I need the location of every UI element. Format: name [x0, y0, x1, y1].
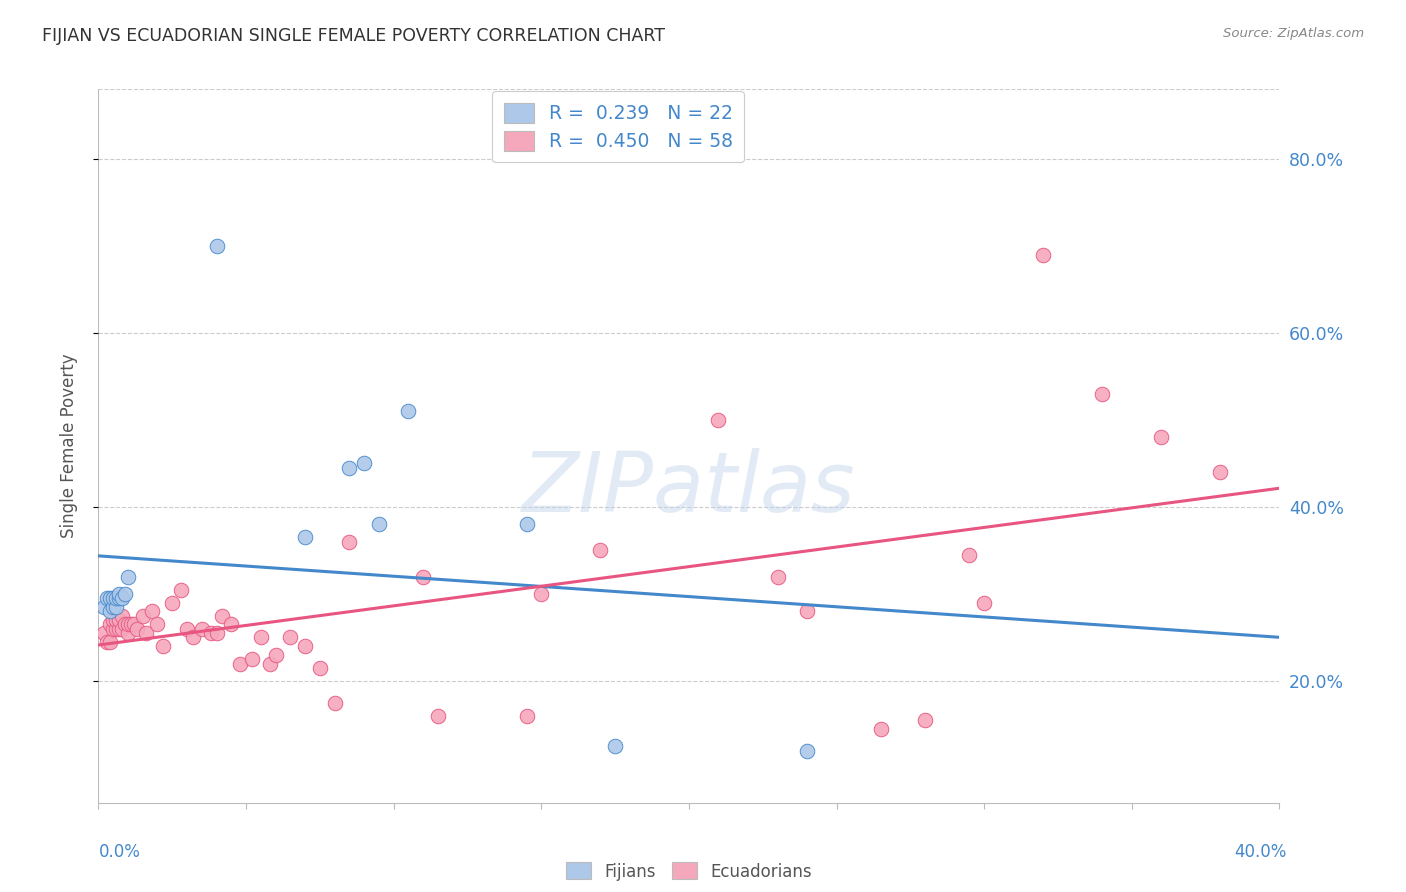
Point	[278, 631, 302, 645]
Point	[1209, 465, 1232, 479]
Point	[114, 587, 136, 601]
Point	[707, 413, 730, 427]
Point	[125, 622, 148, 636]
Point	[530, 587, 553, 601]
Point	[93, 599, 115, 614]
Point	[959, 548, 981, 562]
Point	[108, 622, 131, 636]
Point	[98, 604, 121, 618]
Point	[135, 626, 157, 640]
Point	[200, 626, 222, 640]
Point	[229, 657, 252, 671]
Point	[869, 722, 891, 736]
Point	[170, 582, 193, 597]
Point	[589, 543, 612, 558]
Text: 40.0%: 40.0%	[1234, 843, 1286, 861]
Point	[108, 587, 131, 601]
Point	[162, 596, 183, 610]
Text: ZIPatlas: ZIPatlas	[522, 449, 856, 529]
Point	[264, 648, 287, 662]
Point	[103, 613, 125, 627]
Point	[1032, 247, 1054, 261]
Point	[105, 622, 128, 636]
Point	[96, 591, 118, 606]
Text: 0.0%: 0.0%	[98, 843, 141, 861]
Point	[111, 591, 134, 606]
Point	[294, 530, 316, 544]
Point	[515, 708, 537, 723]
Point	[205, 626, 228, 640]
Point	[766, 569, 789, 583]
Point	[211, 608, 233, 623]
Point	[132, 608, 155, 623]
Text: FIJIAN VS ECUADORIAN SINGLE FEMALE POVERTY CORRELATION CHART: FIJIAN VS ECUADORIAN SINGLE FEMALE POVER…	[42, 27, 665, 45]
Point	[1150, 430, 1173, 444]
Point	[120, 617, 142, 632]
Point	[117, 617, 139, 632]
Point	[114, 617, 136, 632]
Point	[152, 639, 174, 653]
Point	[105, 599, 128, 614]
Point	[103, 622, 125, 636]
Point	[427, 708, 450, 723]
Point	[368, 517, 391, 532]
Point	[108, 591, 131, 606]
Point	[111, 608, 134, 623]
Point	[122, 617, 145, 632]
Point	[105, 591, 128, 606]
Point	[103, 591, 125, 606]
Point	[515, 517, 537, 532]
Point	[914, 713, 936, 727]
Legend: Fijians, Ecuadorians: Fijians, Ecuadorians	[560, 855, 818, 888]
Point	[103, 599, 125, 614]
Point	[240, 652, 263, 666]
Point	[98, 617, 121, 632]
Point	[146, 617, 169, 632]
Point	[191, 622, 214, 636]
Point	[181, 631, 204, 645]
Point	[339, 460, 360, 475]
Point	[96, 635, 118, 649]
Point	[796, 743, 818, 757]
Point	[205, 239, 228, 253]
Point	[250, 631, 273, 645]
Point	[605, 739, 627, 754]
Point	[105, 613, 128, 627]
Point	[973, 596, 995, 610]
Point	[111, 622, 134, 636]
Point	[396, 404, 419, 418]
Point	[294, 639, 316, 653]
Point	[1091, 386, 1114, 401]
Point	[339, 534, 360, 549]
Point	[796, 604, 818, 618]
Point	[117, 626, 139, 640]
Point	[323, 696, 346, 710]
Point	[117, 569, 139, 583]
Point	[412, 569, 434, 583]
Point	[141, 604, 163, 618]
Point	[353, 457, 375, 471]
Point	[309, 661, 332, 675]
Point	[98, 635, 121, 649]
Y-axis label: Single Female Poverty: Single Female Poverty	[59, 354, 77, 538]
Point	[98, 591, 121, 606]
Point	[108, 613, 131, 627]
Text: Source: ZipAtlas.com: Source: ZipAtlas.com	[1223, 27, 1364, 40]
Point	[176, 622, 198, 636]
Point	[219, 617, 242, 632]
Point	[93, 626, 115, 640]
Point	[259, 657, 281, 671]
